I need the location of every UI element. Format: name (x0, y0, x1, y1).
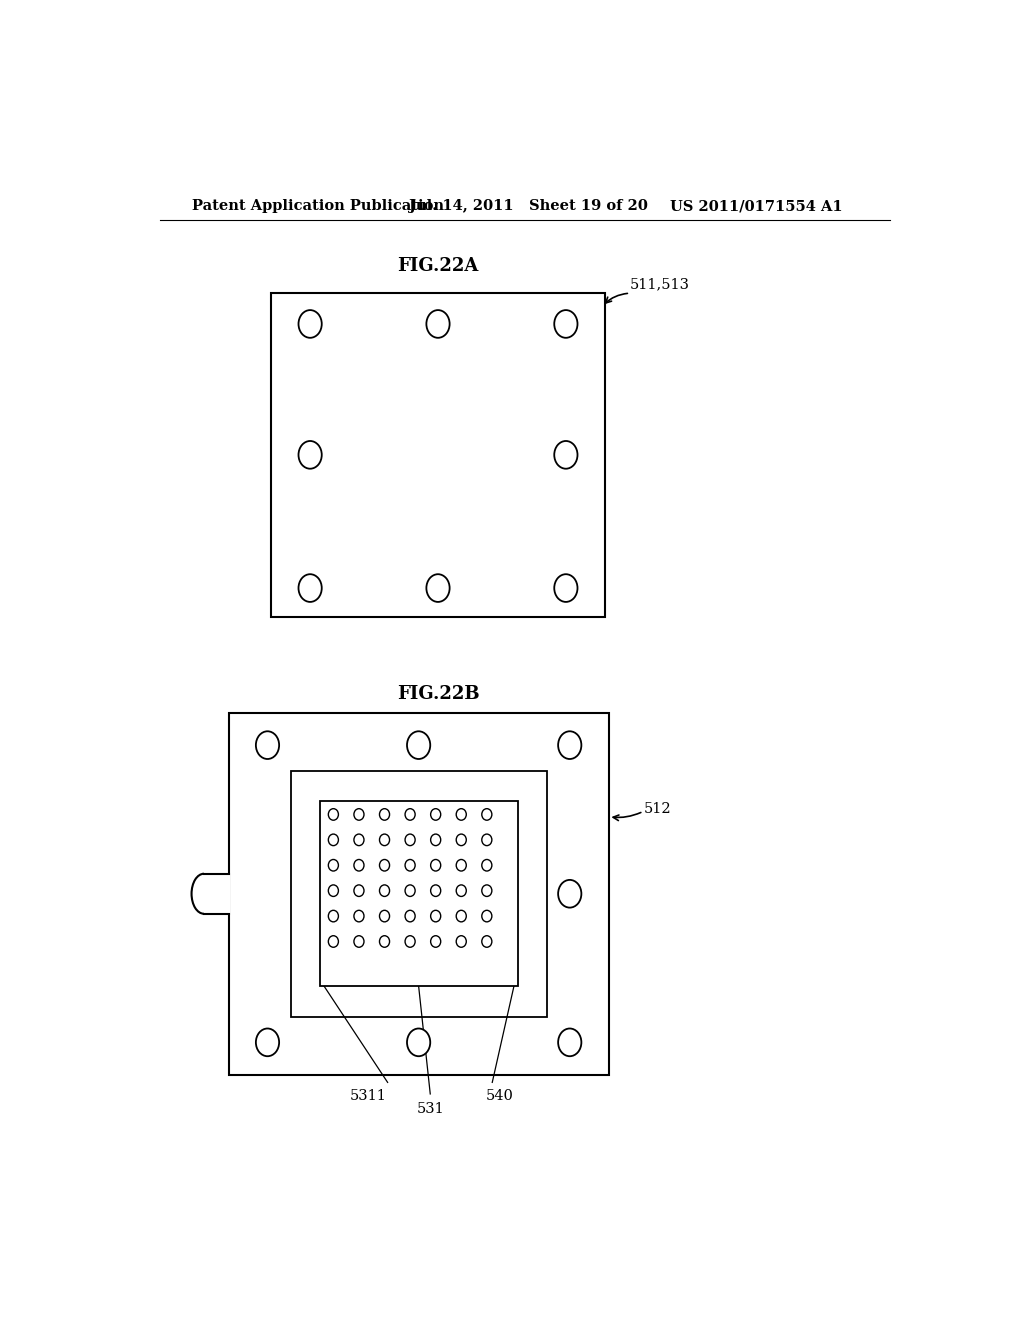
Ellipse shape (354, 884, 364, 896)
Ellipse shape (457, 809, 466, 820)
Bar (228, 713, 608, 1074)
Ellipse shape (256, 1028, 280, 1056)
Ellipse shape (329, 834, 338, 846)
Ellipse shape (299, 574, 322, 602)
Ellipse shape (354, 911, 364, 921)
Ellipse shape (329, 884, 338, 896)
Ellipse shape (380, 884, 389, 896)
Ellipse shape (406, 936, 415, 948)
Ellipse shape (354, 834, 364, 846)
Ellipse shape (380, 911, 389, 921)
Text: FIG.22A: FIG.22A (397, 257, 478, 275)
Text: 511,513: 511,513 (630, 277, 690, 290)
Ellipse shape (406, 809, 415, 820)
Bar (204, 874, 230, 913)
Ellipse shape (431, 884, 440, 896)
Ellipse shape (406, 911, 415, 921)
Ellipse shape (426, 310, 450, 338)
Text: 5311: 5311 (350, 1089, 387, 1104)
Text: 512: 512 (643, 803, 671, 816)
Ellipse shape (558, 880, 582, 908)
Text: US 2011/0171554 A1: US 2011/0171554 A1 (671, 199, 843, 213)
Text: FIG.22B: FIG.22B (396, 685, 479, 702)
Ellipse shape (481, 859, 492, 871)
Ellipse shape (329, 859, 338, 871)
Ellipse shape (558, 1028, 582, 1056)
Ellipse shape (457, 834, 466, 846)
Ellipse shape (380, 859, 389, 871)
Text: Jul. 14, 2011   Sheet 19 of 20: Jul. 14, 2011 Sheet 19 of 20 (409, 199, 647, 213)
Ellipse shape (481, 834, 492, 846)
Ellipse shape (481, 911, 492, 921)
Ellipse shape (299, 310, 322, 338)
Ellipse shape (354, 809, 364, 820)
Ellipse shape (554, 574, 578, 602)
Ellipse shape (431, 936, 440, 948)
Bar (321, 801, 518, 986)
Ellipse shape (354, 859, 364, 871)
Ellipse shape (554, 310, 578, 338)
Bar (271, 293, 604, 616)
Ellipse shape (431, 859, 440, 871)
Ellipse shape (380, 809, 389, 820)
Ellipse shape (299, 441, 322, 469)
Ellipse shape (457, 911, 466, 921)
Text: 531: 531 (417, 1102, 444, 1117)
Ellipse shape (329, 911, 338, 921)
Ellipse shape (354, 936, 364, 948)
Ellipse shape (329, 809, 338, 820)
Ellipse shape (481, 884, 492, 896)
Ellipse shape (431, 911, 440, 921)
Ellipse shape (329, 936, 338, 948)
Ellipse shape (256, 731, 280, 759)
Ellipse shape (406, 834, 415, 846)
Ellipse shape (406, 884, 415, 896)
Ellipse shape (457, 936, 466, 948)
Ellipse shape (380, 936, 389, 948)
Ellipse shape (407, 731, 430, 759)
Bar (291, 771, 547, 1016)
Ellipse shape (554, 441, 578, 469)
Ellipse shape (481, 936, 492, 948)
Text: Patent Application Publication: Patent Application Publication (191, 199, 443, 213)
Ellipse shape (406, 859, 415, 871)
Ellipse shape (431, 809, 440, 820)
Ellipse shape (457, 884, 466, 896)
Text: 540: 540 (486, 1089, 514, 1104)
Ellipse shape (481, 809, 492, 820)
Ellipse shape (407, 1028, 430, 1056)
Ellipse shape (431, 834, 440, 846)
Ellipse shape (558, 731, 582, 759)
Ellipse shape (457, 859, 466, 871)
Ellipse shape (426, 574, 450, 602)
Ellipse shape (380, 834, 389, 846)
